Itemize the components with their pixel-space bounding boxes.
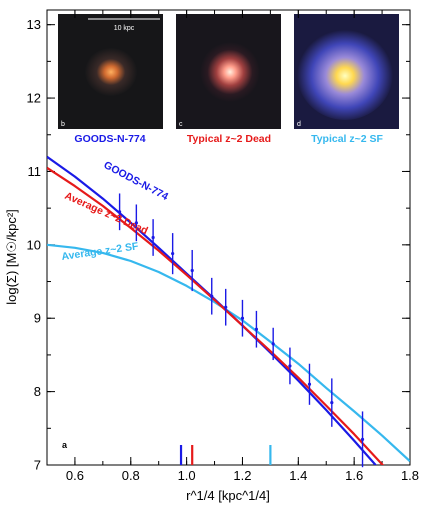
x-tick-label: 1.8 xyxy=(401,468,419,483)
data-point xyxy=(171,252,175,256)
y-tick-label: 7 xyxy=(34,458,41,473)
data-points xyxy=(118,193,365,468)
y-axis-title: log(Σ) [M☉/kpc²] xyxy=(4,209,19,305)
galaxy-blob xyxy=(85,48,137,96)
inset-letter-c: c xyxy=(179,121,183,128)
inset-caption-sf: Typical z~2 SF xyxy=(311,133,383,145)
scale-bar-label: 10 kpc xyxy=(114,25,135,32)
y-tick-label: 13 xyxy=(27,17,41,32)
curve-label-goods: GOODS-N-774 xyxy=(102,159,171,203)
x-tick-label: 1.0 xyxy=(178,468,196,483)
y-tick-label: 11 xyxy=(28,164,42,179)
x-tick-label: 1.6 xyxy=(345,468,363,483)
panel-label-a: a xyxy=(62,440,68,450)
data-point xyxy=(151,235,155,240)
galaxy-blob xyxy=(297,28,393,120)
data-point xyxy=(360,437,365,441)
data-point xyxy=(288,364,292,368)
x-tick-label: 0.8 xyxy=(122,468,140,483)
series-line-average-sf xyxy=(47,243,410,463)
data-point xyxy=(330,401,334,405)
effective-radius-markers xyxy=(179,445,272,465)
inset-caption-goods: GOODS-N-774 xyxy=(74,133,145,145)
data-point xyxy=(134,221,138,225)
x-tick-label: 1.4 xyxy=(289,468,307,483)
data-point xyxy=(271,342,275,346)
inset-panel-d: d xyxy=(294,14,399,129)
data-point xyxy=(240,316,245,320)
x-tick-label: 0.6 xyxy=(66,468,84,483)
inset-letter-b: b xyxy=(61,121,65,128)
data-point xyxy=(210,294,214,298)
plot-frame xyxy=(46,9,411,466)
y-tick-label: 9 xyxy=(34,311,41,326)
inset-panel-c: c xyxy=(176,14,281,129)
x-tick-label: 1.2 xyxy=(233,468,251,483)
data-point xyxy=(254,327,259,331)
series-line-average-dead xyxy=(47,166,385,465)
y-tick-label: 8 xyxy=(34,384,41,399)
axis-ticks: 0.6 0.8 1.0 1.2 1.4 1.6 1.8 7 8 9 10 11 12 13 xyxy=(27,10,419,483)
data-point xyxy=(224,305,228,309)
inset-caption-dead: Typical z~2 Dead xyxy=(187,133,271,145)
x-axis-title: r^1/4 [kpc^1/4] xyxy=(186,488,270,503)
galaxy-blob xyxy=(200,42,260,102)
data-point xyxy=(118,210,122,214)
y-tick-label: 10 xyxy=(27,237,41,252)
data-point xyxy=(307,382,312,386)
inset-panel-b: 10 kpc b xyxy=(58,14,163,129)
inset-letter-d: d xyxy=(297,121,301,128)
y-tick-label: 12 xyxy=(27,91,41,106)
data-point xyxy=(190,268,194,273)
model-curves xyxy=(47,155,410,465)
